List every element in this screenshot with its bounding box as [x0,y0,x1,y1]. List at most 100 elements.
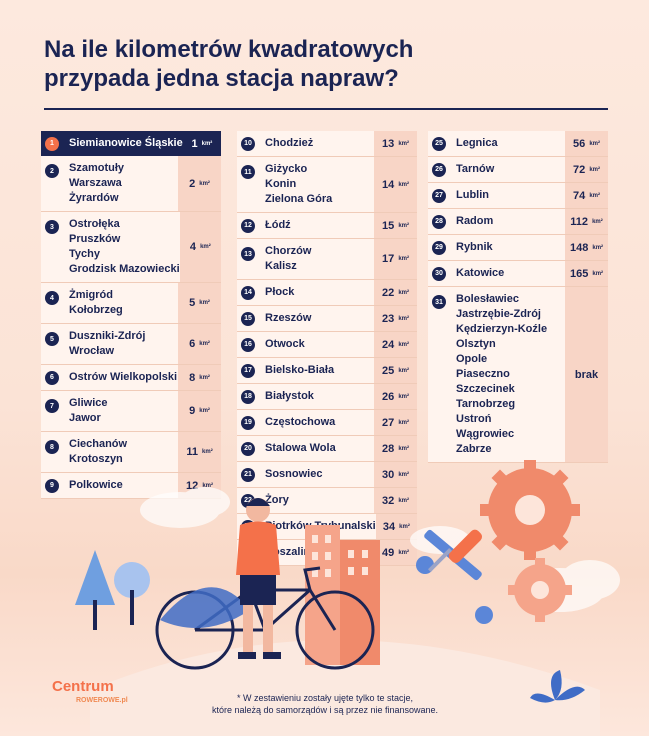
area-unit: km² [589,140,600,147]
rank-number-badge: 17 [241,363,255,378]
city-names: Szamotuły Warszawa Żyrardów [69,158,178,209]
city-name: Tarnobrzeg [456,398,516,410]
rank-number-badge: 12 [241,218,255,233]
ranking-row: 12 Łódź 15 km² [237,213,417,239]
logo-sub-text: ROWEROWE.pl [76,697,128,704]
footnote-line-2: które należą do samorządów i są przez ni… [211,705,439,715]
area-value-number: 22 [382,286,395,299]
city-name: Stalowa Wola [265,442,336,454]
area-unit: km² [199,180,210,187]
rank-number-badge: 13 [241,247,255,261]
area-value-number: 74 [573,189,586,202]
city-name: Łódź [265,219,291,231]
city-names: Ciechanów Krotoszyn [69,434,178,470]
area-value-number: 17 [382,253,395,265]
area-value-number: 28 [382,442,395,455]
rank-number-badge: 6 [45,370,59,385]
area-value: 13 km² [374,131,417,156]
city-names: Lublin [456,185,565,206]
area-unit: km² [398,140,409,147]
area-value: 5 km² [178,283,221,323]
area-value: 4 km² [179,212,221,282]
city-name: Żory [265,494,289,506]
area-unit: km² [398,419,409,426]
area-value: 8 km² [178,365,221,390]
rank-number-badge: 21 [241,467,255,482]
area-unit: km² [199,341,210,347]
rank-number-badge: 16 [241,337,255,352]
area-value: 148 km² [565,235,608,260]
area-value: 56 km² [565,131,608,156]
rank-number-badge: 11 [241,165,255,179]
area-unit: km² [592,244,604,251]
rank-number-badge: 28 [432,214,446,229]
city-name: Żmigród [69,289,113,301]
ranking-row: 13 Chorzów Kalisz 17 km² [237,239,417,280]
area-value-number: 11 [186,446,198,458]
city-name: Wrocław [69,345,115,357]
plant-icon [530,670,585,703]
city-names: Ostrołęka Pruszków Tychy Grodzisk Mazowieck… [69,214,180,280]
city-names: Łódź [265,215,374,236]
city-name: Częstochowa [265,416,336,428]
city-names: Radom [456,211,565,232]
city-name: Ustroń [456,413,492,425]
ranking-row: 7 Gliwice Jawor 9 km² [41,391,221,432]
footnote: * W zestawieniu zostały ujęte tylko te s… [190,692,460,716]
rank-number-badge: 25 [432,136,446,151]
cyclist-icon [236,498,281,659]
ranking-row: 3 Ostrołęka Pruszków Tychy Grodzisk Mazowiec… [41,212,221,283]
ranking-row: 29 Rybnik 148 km² [428,235,608,261]
city-name: Gliwice [69,397,108,409]
city-name: Ciechanów [69,438,128,450]
area-unit: km² [592,270,604,277]
city-name: Ostrów Wielkopolski [69,371,178,383]
rank-number-badge: 5 [45,332,59,346]
city-name: Lublin [456,189,489,201]
ranking-row: 26 Tarnów 72 km² [428,157,608,183]
area-value-number: 6 [189,338,196,350]
area-value: 22 km² [374,280,417,305]
area-unit: km² [398,497,409,504]
city-name: Zielona Góra [265,193,333,205]
area-value-number: 34 [382,520,396,533]
area-value-number: 24 [382,338,395,351]
area-unit: km² [399,523,410,530]
city-name: Bielsko-Biała [265,364,335,376]
city-name: Jawor [69,412,101,424]
city-name: Radom [456,215,494,227]
city-name: Tarnów [456,163,495,175]
area-value: 15 km² [374,213,417,238]
city-names: Gliwice Jawor [69,393,178,429]
area-value-number: brak [574,368,599,381]
area-value: 17 km² [374,239,417,279]
title-divider [44,108,608,110]
city-name: Siemianowice Śląskie [69,137,183,149]
area-value-number: 148 [569,241,589,254]
small-gear-icon [508,558,572,622]
ranking-row: 20 Stalowa Wola 28 km² [237,436,417,462]
rank-number-badge: 15 [241,311,255,326]
city-name: Białystok [265,390,314,402]
buildings-icon [305,525,380,665]
rank-number-badge: 1 [45,136,59,151]
title-line-1: Na ile kilometrów kwadratowych [44,36,414,63]
rank-number-badge: 18 [241,389,255,404]
area-value-number: 15 [382,219,395,232]
page-title: Na ile kilometrów kwadratowych przypada … [44,35,614,93]
city-name: Polkowice [69,479,123,491]
area-unit: km² [199,374,210,381]
area-unit: km² [398,181,409,188]
area-value: 11 km² [178,432,221,472]
screwdriver-icon [427,529,483,573]
area-value-number: 23 [382,312,395,325]
city-names: Siemianowice Śląskie [69,133,183,154]
ranking-row: 10 Chodzież 13 km² [237,131,417,157]
ranking-column-1: 1 Siemianowice Śląskie 1 km² 2 Szamotuły Wars… [41,131,221,499]
area-value-number: 165 [569,267,589,280]
area-value-number: 5 [189,297,196,309]
area-value-number: 9 [189,405,196,417]
ranking-row: 28 Radom 112 km² [428,209,608,235]
ranking-row: 1 Siemianowice Śląskie 1 km² [41,131,221,156]
